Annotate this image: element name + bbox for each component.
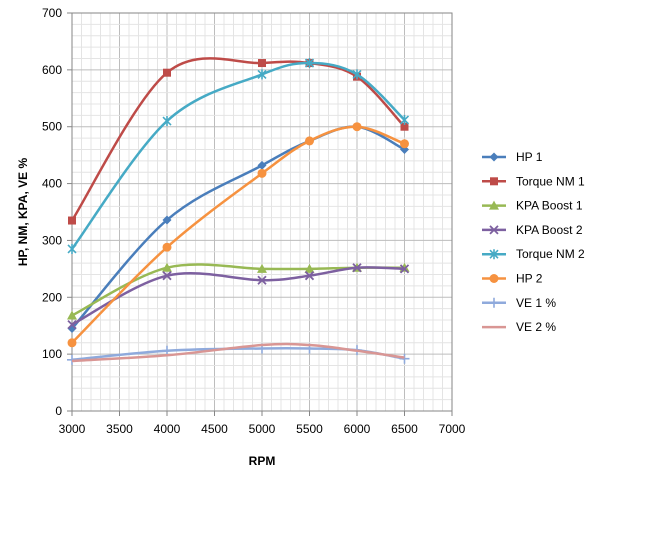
data-point-kpa-boost-1 <box>67 310 77 320</box>
data-point-torque-nm-2 <box>257 69 267 80</box>
data-point-torque-nm-2 <box>352 69 362 80</box>
data-point-kpa-boost-2 <box>162 271 172 281</box>
legend-label-kpa-boost-2: KPA Boost 2 <box>516 223 583 237</box>
legend-marker-kpa-boost-1 <box>489 200 499 210</box>
y-tick-label: 600 <box>42 63 62 77</box>
data-point-hp-2 <box>257 168 267 178</box>
series-kpa-boost-2 <box>67 263 410 330</box>
y-tick-label: 100 <box>42 347 62 361</box>
data-point-torque-nm-1 <box>68 216 76 225</box>
legend-item-hp-1: HP 1 <box>482 150 543 164</box>
series-ve-2 <box>71 342 405 363</box>
x-tick-label: 6000 <box>344 422 371 436</box>
x-tick-label: 4000 <box>154 422 181 436</box>
data-point-torque-nm-1 <box>400 122 409 131</box>
data-point-kpa-boost-1 <box>257 263 267 273</box>
data-point-ve-1 <box>399 353 410 364</box>
series-hp-1 <box>67 122 409 334</box>
legend-marker-torque-nm-2 <box>489 249 499 260</box>
legend-marker-hp-1 <box>489 152 499 162</box>
data-point-torque-nm-2 <box>399 114 410 125</box>
y-tick-label: 400 <box>42 177 62 191</box>
legend-label-hp-1: HP 1 <box>516 150 543 164</box>
data-point-torque-nm-1 <box>258 59 266 68</box>
legend-marker-hp-2 <box>489 274 499 283</box>
legend-marker-kpa-boost-2 <box>489 225 499 235</box>
data-point-kpa-boost-2 <box>257 275 267 285</box>
y-tick-label: 500 <box>42 120 62 134</box>
legend-label-torque-nm-1: Torque NM 1 <box>516 174 585 188</box>
data-point-kpa-boost-1 <box>304 263 315 273</box>
legend-label-ve-1: VE 1 % <box>516 296 556 310</box>
x-tick-label: 3500 <box>106 422 133 436</box>
legend: HP 1 Torque NM 1 KPA Boost 1 KPA Boost 2 Tor… <box>482 150 585 334</box>
data-point-hp-1 <box>257 160 267 170</box>
legend-marker-torque-nm-1 <box>490 177 498 186</box>
series-line-hp-1 <box>71 125 406 330</box>
legend-item-hp-2: HP 2 <box>482 272 543 286</box>
legend-label-torque-nm-2: Torque NM 2 <box>516 247 585 261</box>
data-point-hp-2 <box>352 122 362 132</box>
series-torque-nm-2 <box>67 58 410 254</box>
data-point-kpa-boost-2 <box>352 263 362 273</box>
legend-item-ve-2: VE 2 % <box>482 320 556 334</box>
legend-item-kpa-boost-1: KPA Boost 1 <box>482 199 583 213</box>
data-point-torque-nm-2 <box>67 243 77 254</box>
data-point-torque-nm-2 <box>162 116 172 127</box>
series-line-kpa-boost-2 <box>71 266 405 326</box>
y-tick-label: 300 <box>42 233 62 247</box>
y-tick-label: 200 <box>42 290 62 304</box>
legend-item-ve-1: VE 1 % <box>482 296 556 310</box>
x-tick-label: 7000 <box>439 422 466 436</box>
x-tick-label: 6500 <box>391 422 418 436</box>
data-point-hp-2 <box>67 338 77 348</box>
legend-item-torque-nm-2: Torque NM 2 <box>482 247 585 261</box>
data-point-kpa-boost-2 <box>399 264 410 274</box>
series-line-hp-2 <box>71 125 405 344</box>
tick-labels: 3000 3500 4000 4500 5000 5500 6000 6500 7000 0 100… <box>42 6 466 436</box>
series-line-torque-nm-2 <box>70 61 406 250</box>
x-tick-label: 5500 <box>296 422 323 436</box>
legend-item-torque-nm-1: Torque NM 1 <box>482 174 585 188</box>
legend-label-ve-2: VE 2 % <box>516 320 556 334</box>
data-point-hp-2 <box>162 242 172 252</box>
series-group <box>67 57 410 365</box>
data-point-hp-1 <box>162 215 172 225</box>
y-tick-label: 700 <box>42 6 62 20</box>
x-tick-label: 5000 <box>249 422 276 436</box>
data-point-kpa-boost-1 <box>162 262 172 272</box>
data-point-kpa-boost-2 <box>67 319 77 330</box>
series-line-ve-2 <box>71 342 405 363</box>
data-point-torque-nm-2 <box>304 58 315 69</box>
x-tick-label: 4500 <box>201 422 228 436</box>
y-tick-label: 0 <box>55 404 62 418</box>
x-axis-title: RPM <box>249 454 276 468</box>
x-tick-label: 3000 <box>59 422 86 436</box>
data-point-hp-2 <box>400 139 409 149</box>
series-hp-2 <box>67 122 409 348</box>
legend-label-kpa-boost-1: KPA Boost 1 <box>516 199 583 213</box>
y-axis-title: HP, NM, KPA, VE % <box>16 158 30 267</box>
legend-label-hp-2: HP 2 <box>516 272 543 286</box>
data-point-torque-nm-1 <box>163 68 171 77</box>
legend-item-kpa-boost-2: KPA Boost 2 <box>482 223 583 237</box>
legend-marker-ve-1 <box>489 297 499 308</box>
data-point-kpa-boost-2 <box>304 271 315 281</box>
data-point-hp-2 <box>305 136 314 146</box>
